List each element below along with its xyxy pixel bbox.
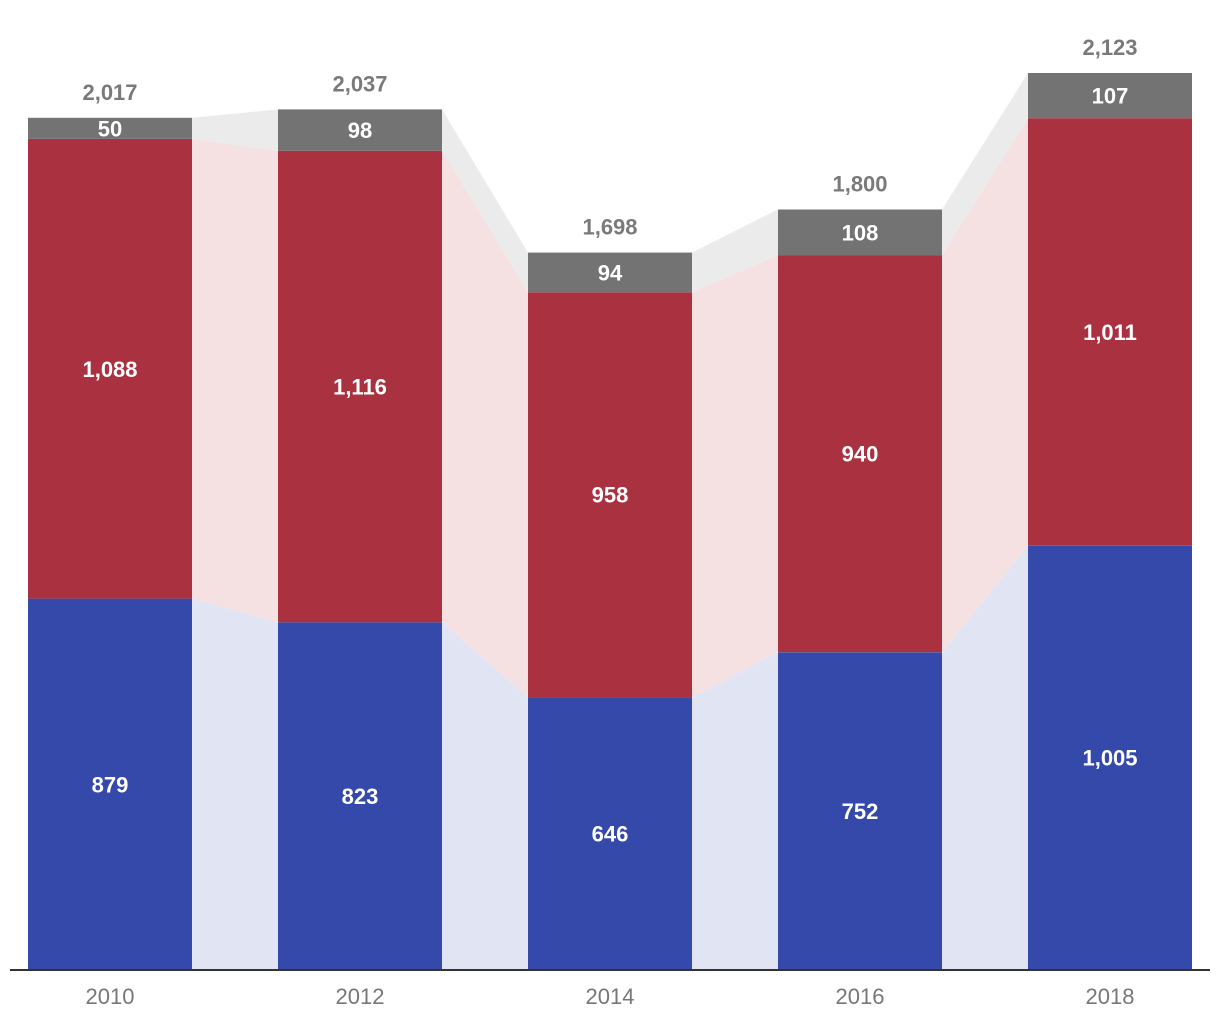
- bar-top-2018: [1028, 73, 1192, 119]
- bar-bottom-2010: [28, 598, 192, 970]
- total-label-2014: 1,698: [582, 215, 637, 240]
- x-tick-label-2016: 2016: [836, 984, 885, 1009]
- bar-middle-2012: [278, 150, 442, 623]
- x-axis-ticks: 2010 2012 2014 2016 2018: [86, 984, 1135, 1009]
- bar-bottom-2014: [528, 697, 692, 970]
- bar-middle-2014: [528, 292, 692, 698]
- value-label-middle-2012: 1,116: [333, 375, 387, 400]
- value-label-top-2012: 98: [348, 118, 372, 143]
- band-top-2010-2012: [192, 109, 278, 151]
- value-label-bottom-2016: 752: [842, 799, 879, 824]
- band-bottom-2016-2018: [942, 545, 1028, 970]
- bar-middle-2016: [778, 255, 942, 653]
- band-middle-2010-2012: [192, 138, 278, 623]
- bar-middle-2018: [1028, 118, 1192, 546]
- total-label-2016: 1,800: [832, 172, 887, 197]
- bar-top-2016: [778, 209, 942, 256]
- value-label-bottom-2018: 1,005: [1082, 746, 1137, 771]
- band-middle-2016-2018: [942, 118, 1028, 653]
- value-label-top-2018: 107: [1092, 84, 1129, 109]
- value-label-top-2014: 94: [598, 261, 623, 286]
- x-tick-label-2014: 2014: [586, 984, 635, 1009]
- total-labels: 2,017 2,037 1,698 1,800 2,123: [82, 35, 1137, 240]
- bar-middle-2010: [28, 138, 192, 599]
- value-label-middle-2018: 1,011: [1083, 320, 1137, 345]
- value-label-middle-2014: 958: [592, 483, 629, 508]
- bar-top-2010: [28, 117, 192, 139]
- bar-bottom-2012: [278, 622, 442, 970]
- value-label-top-2010: 50: [98, 116, 122, 141]
- band-bottom-2012-2014: [442, 622, 528, 970]
- band-top-2016-2018: [942, 73, 1028, 256]
- bar-bottom-2016: [778, 652, 942, 970]
- value-label-bottom-2014: 646: [592, 822, 629, 847]
- value-label-middle-2010: 1,088: [82, 357, 137, 382]
- bar-top-2012: [278, 109, 442, 151]
- value-label-middle-2016: 940: [842, 442, 879, 467]
- total-label-2018: 2,123: [1082, 35, 1137, 60]
- band-bottom-2010-2012: [192, 598, 278, 970]
- connector-bands: [192, 73, 1028, 970]
- band-middle-2012-2014: [442, 150, 528, 698]
- value-label-top-2016: 108: [842, 220, 879, 245]
- value-label-bottom-2012: 823: [342, 784, 379, 809]
- value-label-bottom-2010: 879: [92, 772, 129, 797]
- x-tick-label-2018: 2018: [1086, 984, 1135, 1009]
- band-bottom-2014-2016: [692, 652, 778, 970]
- band-top-2014-2016: [692, 209, 778, 293]
- segment-labels: 879 1,088 50 823 1,116 98 646 958 94 752 940 108 1,0…: [82, 84, 1137, 847]
- x-tick-label-2012: 2012: [336, 984, 385, 1009]
- bars: [28, 73, 1192, 970]
- total-label-2010: 2,017: [82, 80, 137, 105]
- x-tick-label-2010: 2010: [86, 984, 135, 1009]
- band-middle-2014-2016: [692, 255, 778, 698]
- bar-top-2014: [528, 252, 692, 293]
- total-label-2012: 2,037: [332, 71, 387, 96]
- band-top-2012-2014: [442, 109, 528, 293]
- bar-bottom-2018: [1028, 545, 1192, 970]
